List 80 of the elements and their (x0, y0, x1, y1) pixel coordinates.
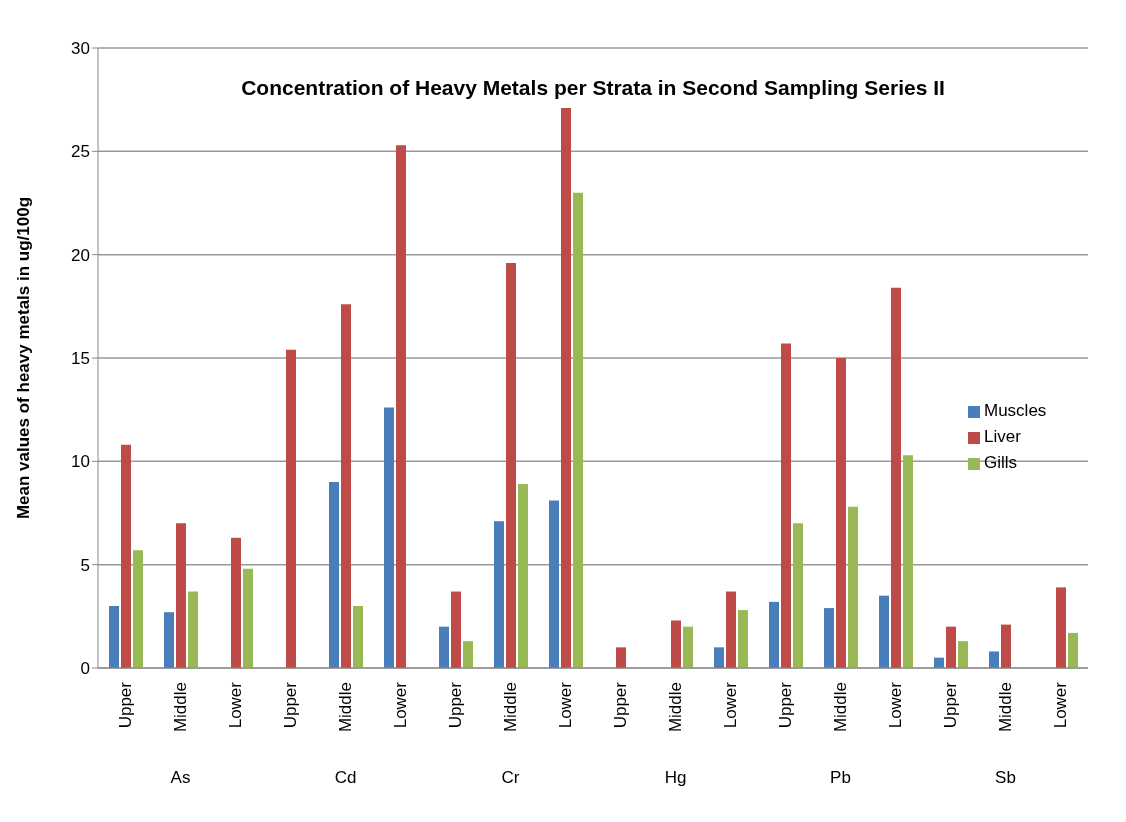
bar (946, 626, 956, 668)
x-tick-label: Upper (941, 681, 960, 729)
x-tick-label: Lower (721, 681, 740, 729)
bar (903, 455, 913, 668)
y-tick-label: 0 (80, 659, 90, 679)
bar (683, 626, 693, 668)
bar (329, 482, 339, 668)
y-tick-label: 25 (71, 142, 90, 162)
text: Cd (333, 768, 358, 788)
bar (824, 608, 834, 668)
bar (396, 145, 406, 668)
bar (231, 537, 241, 668)
x-tick-label: Lower (886, 681, 905, 729)
x-tick-label: Lower (391, 681, 410, 729)
x-tick-label: Upper (776, 681, 795, 729)
bar (439, 626, 449, 668)
bar (781, 343, 791, 668)
bar (573, 192, 583, 668)
bar (506, 262, 516, 668)
text: Sb (994, 768, 1017, 788)
text: Pb (829, 768, 852, 788)
y-tick-label: 20 (71, 245, 90, 265)
legend-label: Gills (984, 453, 1018, 472)
bar (769, 601, 779, 668)
x-tick-label: Middle (171, 682, 190, 733)
bar (714, 647, 724, 668)
x-tick-label: Lower (556, 681, 575, 729)
x-tick-label: Middle (501, 682, 520, 733)
bar (671, 620, 681, 668)
bar (518, 484, 528, 668)
x-tick-label: Lower (226, 681, 245, 729)
x-tick-label: Middle (831, 682, 850, 733)
bar (726, 591, 736, 668)
bar (616, 647, 626, 668)
x-tick-label: Middle (996, 682, 1015, 733)
bar (836, 358, 846, 668)
bar (891, 287, 901, 668)
bar (738, 610, 748, 668)
bar (133, 550, 143, 668)
bar (243, 568, 253, 668)
text: Concentration of Heavy Metals per Strata in Second Sampling Series II (240, 76, 946, 100)
x-tick-label: Upper (611, 681, 630, 729)
legend-label: Liver (984, 427, 1021, 446)
x-tick-label: Upper (116, 681, 135, 729)
legend-label: Muscles (984, 401, 1047, 420)
bar (1056, 587, 1066, 668)
y-axis-title: Mean values of heavy metals in ug/100g (14, 196, 34, 520)
bar (549, 500, 559, 668)
bar (793, 523, 803, 668)
bar (176, 523, 186, 668)
bar (463, 641, 473, 668)
bar (879, 595, 889, 668)
bar (848, 506, 858, 668)
text: Hg (663, 768, 688, 788)
bar (451, 591, 461, 668)
text: Cr (500, 768, 521, 788)
bar (1001, 624, 1011, 668)
x-tick-label: Middle (666, 682, 685, 733)
bar (164, 612, 174, 668)
bar (561, 107, 571, 668)
y-tick-label: 10 (71, 452, 90, 472)
bar (109, 606, 119, 668)
bar (989, 651, 999, 668)
bar (286, 349, 296, 668)
x-tick-label: Middle (336, 682, 355, 733)
bar (353, 606, 363, 668)
bar (188, 591, 198, 668)
y-tick-label: 30 (71, 39, 90, 59)
bar (494, 521, 504, 668)
bar (958, 641, 968, 668)
y-tick-label: 15 (71, 349, 90, 369)
bar (1068, 632, 1078, 668)
x-tick-label: Upper (446, 681, 465, 729)
x-tick-label: Lower (1051, 681, 1070, 729)
text: As (169, 768, 192, 788)
bar (341, 304, 351, 668)
bar (121, 444, 131, 668)
y-tick-label: 5 (80, 555, 90, 575)
bar (384, 407, 394, 668)
x-tick-label: Upper (281, 681, 300, 729)
